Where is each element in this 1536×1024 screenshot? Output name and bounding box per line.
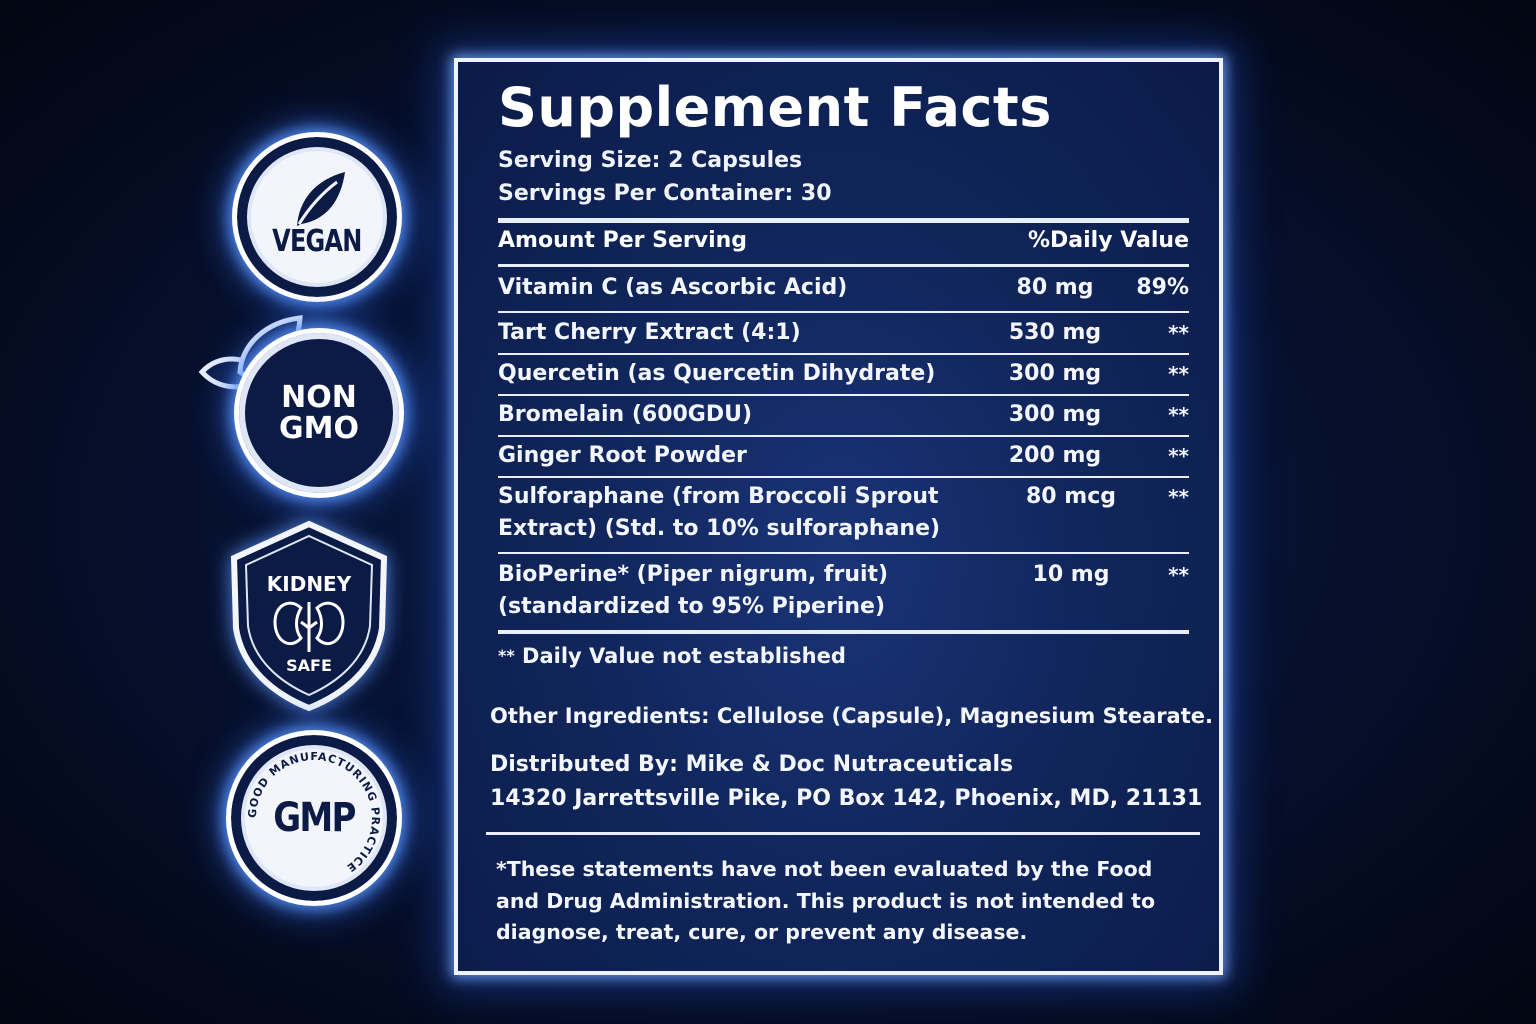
divider: [498, 394, 1189, 396]
servings-per-container: Servings Per Container: 30: [498, 181, 832, 206]
divider: [498, 552, 1189, 554]
vegan-label: VEGAN: [272, 223, 362, 259]
ingredient-name-line: BioPerine* (Piper nigrum, fruit): [498, 562, 889, 587]
ingredient-name-line: (standardized to 95% Piperine): [498, 594, 886, 619]
kidney-safe-badge: KIDNEY SAFE: [226, 520, 392, 712]
note-stars: **: [498, 646, 515, 665]
header-daily-value: %Daily Value: [1027, 228, 1189, 253]
ingredient-name: Quercetin (as Quercetin Dihydrate): [498, 361, 936, 386]
divider: [486, 832, 1200, 835]
ingredient-name-line: Sulforaphane (from Broccoli Sprout: [498, 484, 939, 509]
disclaimer-line: diagnose, treat, cure, or prevent any di…: [496, 920, 1028, 944]
distributor-address: 14320 Jarrettsville Pike, PO Box 142, Ph…: [490, 786, 1203, 811]
ingredient-dv: **: [1168, 563, 1189, 587]
other-ingredients: Other Ingredients: Cellulose (Capsule), …: [490, 704, 1213, 728]
gmp-badge: GOOD MANUFACTURING PRACTICE GMP: [226, 730, 402, 906]
leaf-icon: [297, 171, 345, 226]
badge-column: VEGAN NON GMO KIDNEY SAFE GOOD MANUFACTU…: [196, 110, 426, 930]
ingredient-amount: 530 mg: [1008, 320, 1102, 345]
ingredient-name: Sulforaphane (from Broccoli Sprout Extra…: [498, 481, 968, 545]
table-row: BioPerine* (Piper nigrum, fruit) (standa…: [498, 559, 1189, 625]
note-text: Daily Value not established: [522, 644, 846, 668]
disclaimer-line: *These statements have not been evaluate…: [496, 857, 1153, 881]
thick-divider: [498, 218, 1189, 223]
header-amount: Amount Per Serving: [498, 228, 748, 253]
vegan-badge: VEGAN: [232, 132, 402, 302]
ingredient-name: Tart Cherry Extract (4:1): [498, 320, 801, 345]
ingredient-name: Vitamin C (as Ascorbic Acid): [498, 275, 848, 300]
ingredient-amount: 300 mg: [1008, 402, 1102, 427]
ingredient-name: Ginger Root Powder: [498, 443, 747, 468]
gmp-label: GMP: [273, 795, 356, 841]
ingredient-dv: **: [1168, 403, 1189, 427]
table-header: Amount Per Serving %Daily Value: [498, 228, 1189, 258]
ingredient-dv: **: [1168, 485, 1189, 509]
ingredient-dv: **: [1168, 362, 1189, 386]
distributor: Distributed By: Mike & Doc Nutraceutical…: [490, 752, 1014, 777]
ingredient-name: Bromelain (600GDU): [498, 402, 753, 427]
ingredient-name: BioPerine* (Piper nigrum, fruit) (standa…: [498, 559, 968, 623]
thick-divider: [498, 630, 1189, 634]
divider: [498, 311, 1189, 313]
supplement-facts-panel: Supplement Facts Serving Size: 2 Capsule…: [454, 58, 1223, 975]
kidney-icon: [273, 601, 345, 652]
non-gmo-badge: NON GMO: [234, 328, 404, 498]
ingredient-amount: 10 mg: [1032, 562, 1110, 587]
divider: [498, 353, 1189, 355]
divider: [498, 264, 1189, 267]
ingredient-name-line: Extract) (Std. to 10% sulforaphane): [498, 516, 941, 541]
kidney-label: KIDNEY: [266, 572, 352, 596]
daily-value-note: ** Daily Value not established: [498, 644, 846, 668]
ingredient-amount: 80 mg: [1016, 275, 1094, 300]
gmp-ring-text: GOOD MANUFACTURING PRACTICE: [246, 750, 381, 875]
ingredient-dv: **: [1168, 321, 1189, 345]
disclaimer-line: and Drug Administration. This product is…: [496, 888, 1156, 913]
divider: [498, 476, 1189, 478]
ingredient-amount: 80 mcg: [1026, 484, 1116, 509]
divider: [498, 435, 1189, 437]
safe-label: SAFE: [286, 656, 332, 675]
non-gmo-label-top: NON: [281, 380, 357, 415]
fda-disclaimer: *These statements have not been evaluate…: [496, 854, 1176, 949]
ingredient-amount: 300 mg: [1008, 361, 1102, 386]
serving-size: Serving Size: 2 Capsules: [498, 148, 803, 173]
ingredient-dv: **: [1168, 444, 1189, 468]
ingredient-amount: 200 mg: [1008, 443, 1102, 468]
table-row: Sulforaphane (from Broccoli Sprout Extra…: [498, 481, 1189, 547]
panel-title: Supplement Facts: [498, 76, 1052, 139]
non-gmo-label-bottom: GMO: [279, 411, 359, 446]
ingredient-dv: 89%: [1136, 275, 1189, 300]
